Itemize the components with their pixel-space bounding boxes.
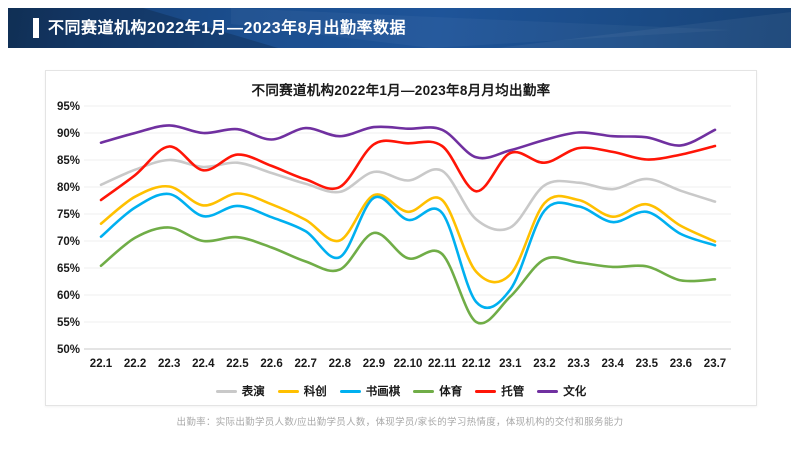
- x-axis-tick-label: 22.8: [329, 358, 352, 370]
- x-axis-tick-label: 22.2: [124, 358, 146, 370]
- legend-item-2: 书画棋: [339, 383, 401, 399]
- y-axis-tick-label: 70%: [57, 236, 80, 248]
- x-axis-tick-label: 22.10: [394, 358, 423, 370]
- series-line-4: [99, 139, 717, 202]
- legend-label: 科创: [303, 386, 327, 398]
- x-axis-tick-label: 22.4: [192, 358, 215, 370]
- legend-line-icon: [215, 389, 237, 393]
- x-axis-tick-label: 23.1: [499, 358, 522, 370]
- y-axis-tick-label: 65%: [57, 263, 80, 275]
- y-axis-tick-label: 90%: [57, 128, 80, 140]
- legend-label: 体育: [439, 386, 463, 398]
- legend-line-icon: [413, 389, 435, 393]
- x-axis-tick-label: 22.1: [90, 358, 113, 370]
- legend-item-0: 表演: [215, 383, 265, 399]
- legend-item-4: 托管: [475, 383, 524, 399]
- x-axis-tick-label: 22.7: [294, 358, 316, 370]
- legend-label: 书画棋: [365, 386, 401, 398]
- page-title: 不同赛道机构2022年1月—2023年8月出勤率数据: [48, 20, 406, 37]
- legend-label: 托管: [501, 386, 525, 398]
- series-line-3: [99, 226, 717, 325]
- x-axis-tick-label: 23.7: [704, 358, 726, 370]
- x-axis-tick-label: 23.4: [601, 358, 624, 370]
- header-bar: 不同赛道机构2022年1月—2023年8月出勤率数据: [8, 8, 791, 48]
- x-axis-tick-label: 23.3: [567, 358, 589, 370]
- series-line-1: [99, 184, 717, 284]
- legend-item-1: 科创: [277, 383, 327, 399]
- series-line-5: [99, 124, 717, 160]
- legend-line-icon: [339, 389, 361, 393]
- x-axis-tick-label: 22.12: [462, 358, 491, 370]
- legend-label: 表演: [241, 386, 265, 398]
- x-axis-tick-label: 22.3: [158, 358, 180, 370]
- series-line-2: [99, 192, 717, 310]
- y-axis-tick-label: 80%: [57, 182, 80, 194]
- legend-item-3: 体育: [413, 383, 462, 399]
- x-axis-tick-label: 23.6: [670, 358, 692, 370]
- x-axis-tick-label: 22.11: [428, 358, 457, 370]
- chart-title: 不同赛道机构2022年1月—2023年8月月均出勤率: [251, 83, 551, 98]
- legend-line-icon: [277, 389, 299, 393]
- y-axis-tick-label: 50%: [57, 344, 80, 356]
- legend-line-icon: [537, 389, 559, 393]
- x-axis-tick-label: 23.5: [636, 358, 659, 370]
- legend-line-icon: [475, 389, 497, 393]
- chart-card: 50% 55% 60% 65% 70% 75% 80% 85% 90% 95% 22.1 22.2 22…: [45, 70, 757, 406]
- footer-note: 出勤率：实际出勤学员人数/应出勤学员人数，体现学员/家长的学习热情度，体现机构的…: [176, 417, 624, 428]
- y-axis-tick-label: 85%: [57, 155, 80, 167]
- x-axis-tick-label: 22.6: [260, 358, 282, 370]
- chart-legend: 表演 科创 书画棋 体育 托管 文化: [46, 381, 756, 401]
- x-axis-tick-label: 22.9: [363, 358, 385, 370]
- line-chart: 50% 55% 60% 65% 70% 75% 80% 85% 90% 95% 22.1 22.2 22…: [57, 101, 731, 370]
- legend-label: 文化: [563, 386, 587, 398]
- legend-item-5: 文化: [537, 383, 586, 399]
- y-axis-tick-label: 95%: [57, 101, 80, 113]
- header-accent-bar: [33, 18, 39, 38]
- x-axis-tick-label: 22.5: [226, 358, 249, 370]
- y-axis-tick-label: 75%: [57, 209, 80, 221]
- series-line-0: [99, 158, 717, 232]
- y-axis-tick-label: 60%: [57, 290, 80, 302]
- x-axis-tick-label: 23.2: [533, 358, 555, 370]
- y-axis-tick-label: 55%: [57, 317, 80, 329]
